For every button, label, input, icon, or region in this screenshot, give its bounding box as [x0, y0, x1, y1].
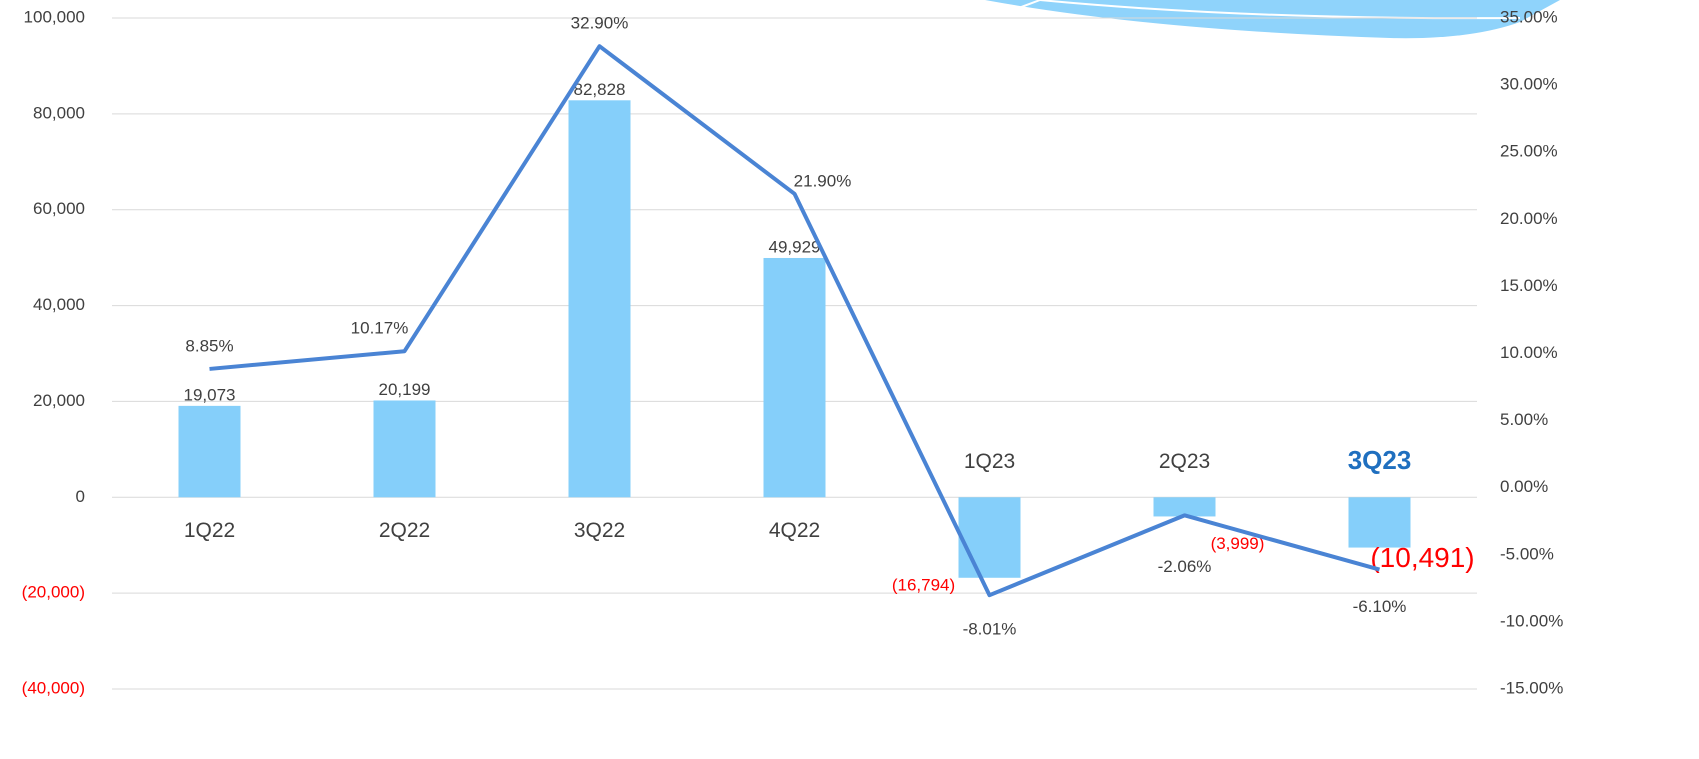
y2-tick-label: -10.00% — [1500, 611, 1563, 630]
x-tick-label: 3Q23 — [1348, 445, 1412, 475]
y-tick-label: 0 — [76, 487, 85, 506]
data-label: 10.17% — [351, 319, 409, 338]
y-tick-label: 80,000 — [33, 103, 85, 122]
y-tick-label: (20,000) — [22, 583, 85, 602]
y2-tick-label: -15.00% — [1500, 678, 1563, 697]
x-tick-label: 2Q22 — [379, 519, 430, 542]
bar — [1153, 497, 1216, 517]
y2-tick-label: 20.00% — [1500, 209, 1558, 228]
y2-tick-label: 35.00% — [1500, 7, 1558, 26]
y-tick-label: (40,000) — [22, 678, 85, 697]
y2-tick-label: 5.00% — [1500, 410, 1548, 429]
y2-tick-label: 10.00% — [1500, 343, 1558, 362]
y2-tick-label: -5.00% — [1500, 544, 1554, 563]
data-label: -6.10% — [1353, 597, 1407, 616]
y2-tick-label: 25.00% — [1500, 142, 1558, 161]
data-label: 21.90% — [794, 171, 852, 190]
bar — [568, 100, 631, 498]
data-label: 32.90% — [571, 14, 629, 33]
decoration — [985, 0, 1560, 39]
x-tick-label: 1Q22 — [184, 519, 235, 542]
bar — [1348, 497, 1411, 548]
data-label: 49,929 — [769, 237, 821, 256]
x-tick-label: 1Q23 — [964, 450, 1015, 473]
data-label: -2.06% — [1158, 557, 1212, 576]
x-tick-label: 3Q22 — [574, 519, 625, 542]
bar — [373, 400, 436, 498]
y2-tick-label: 0.00% — [1500, 477, 1548, 496]
data-label: (16,794) — [892, 575, 955, 594]
y-tick-label: 100,000 — [24, 7, 85, 26]
y2-tick-label: 15.00% — [1500, 276, 1558, 295]
bar — [763, 257, 826, 498]
data-label: 82,828 — [574, 80, 626, 99]
data-label: 20,199 — [379, 380, 431, 399]
y-tick-label: 60,000 — [33, 199, 85, 218]
data-label: 8.85% — [185, 336, 233, 355]
data-label: 19,073 — [184, 385, 236, 404]
y-tick-label: 20,000 — [33, 391, 85, 410]
y2-tick-label: 30.00% — [1500, 75, 1558, 94]
bar — [958, 497, 1021, 578]
x-tick-label: 2Q23 — [1159, 450, 1210, 473]
bar — [178, 405, 241, 498]
data-label: (10,491) — [1370, 542, 1474, 573]
line — [209, 44, 1381, 598]
y-tick-label: 40,000 — [33, 295, 85, 314]
x-tick-label: 4Q22 — [769, 519, 820, 542]
data-label: -8.01% — [963, 620, 1017, 639]
data-label: (3,999) — [1211, 534, 1265, 553]
